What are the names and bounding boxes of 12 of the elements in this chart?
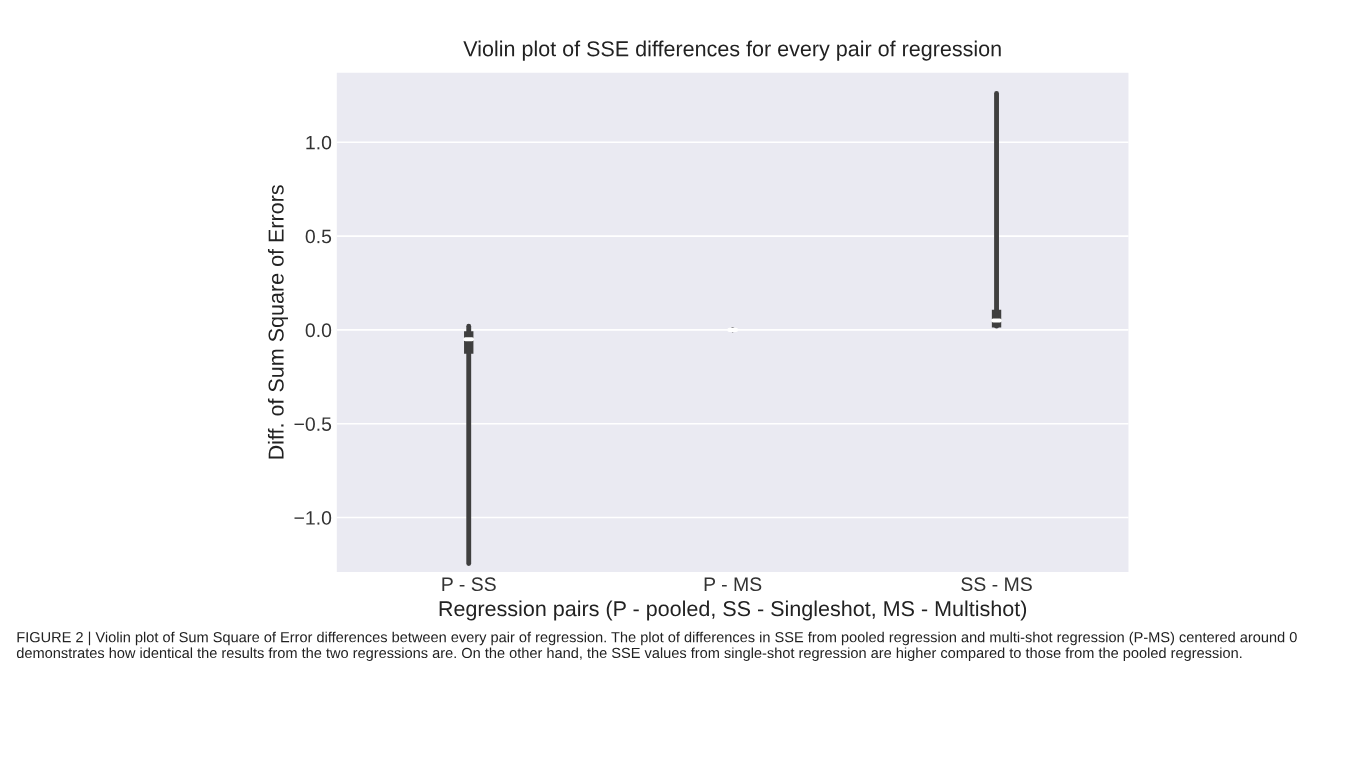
- y-axis-title: Diff. of Sum Square of Errors: [267, 185, 288, 459]
- x-tick-label: P - MS: [704, 577, 762, 592]
- x-tick-label: P - SS: [442, 577, 496, 592]
- y-tick-label: −1.0: [294, 511, 332, 525]
- y-tick-label: −0.5: [294, 417, 332, 431]
- y-tick-label: 1.0: [306, 135, 332, 150]
- chart-title: Violin plot of SSE differences for every pair of regression: [463, 40, 1001, 61]
- caption: FIGURE 2 | Violin plot of Sum Square of Error differences between every pair of regression. The plot of differences in SSE from pooled regression and multi-shot regression (P-MS) centered around 0 demonstrates how identical the results from the two regressions are. On the other hand, the SSE values from single-shot regression are higher compared to those from the pooled regression.: [16, 631, 1297, 661]
- y-tick-label: 0.0: [305, 323, 332, 338]
- x-axis-title: Regression pairs (P - pooled, SS - Singleshot, MS - Multishot): [439, 600, 1027, 621]
- y-tick-label: 0.5: [305, 229, 332, 244]
- x-tick-label: SS - MS: [961, 577, 1032, 592]
